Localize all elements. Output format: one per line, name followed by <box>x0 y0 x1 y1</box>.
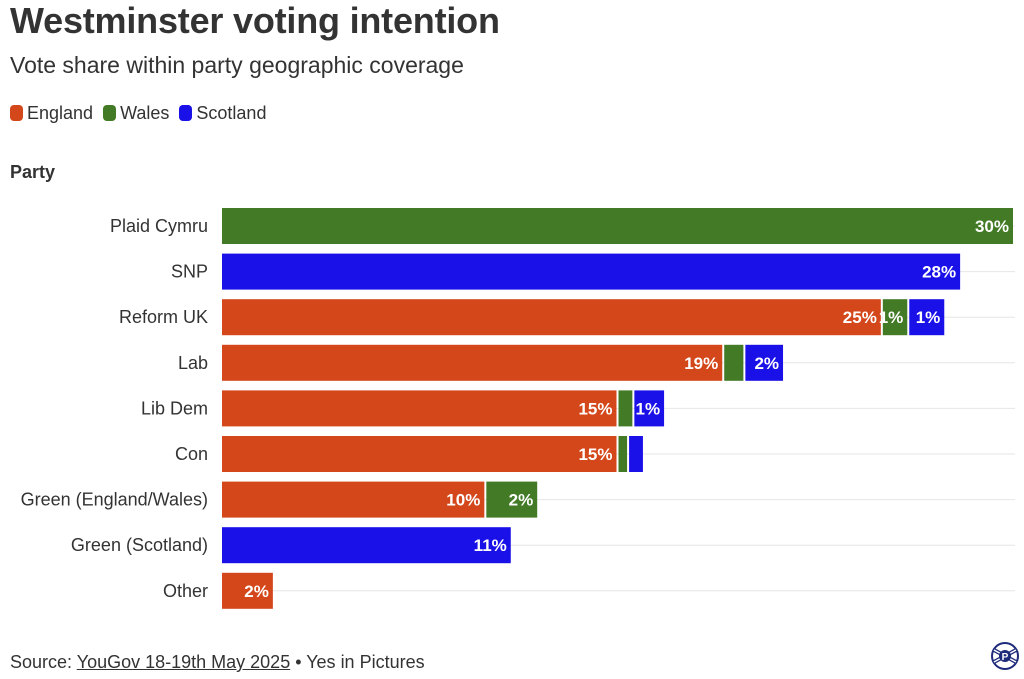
data-label-reform-uk-scotland: 1% <box>916 308 941 327</box>
data-label-reform-uk-wales: 1% <box>879 308 904 327</box>
bar-lib-dem-england[interactable] <box>222 390 617 427</box>
y-axis-title: Party <box>10 162 56 182</box>
tick-label-other: Other <box>163 581 208 601</box>
data-label-other-england: 2% <box>244 582 269 601</box>
legend-item-england[interactable]: England <box>10 103 93 124</box>
source-link[interactable]: YouGov 18-19th May 2025 <box>76 652 291 672</box>
data-label-green-scotland-scotland: 11% <box>474 536 507 555</box>
bar-green-scotland-scotland[interactable] <box>222 527 511 564</box>
data-label-lib-dem-scotland: 1% <box>636 399 661 418</box>
legend-label-wales: Wales <box>120 102 170 123</box>
tick-label-con: Con <box>175 444 208 464</box>
data-label-plaid-cymru-wales: 30% <box>975 217 1009 236</box>
bar-lab-england[interactable] <box>222 344 723 381</box>
bar-con-scotland[interactable] <box>629 436 643 472</box>
source-prefix: Source: <box>10 652 77 672</box>
legend-label-scotland: Scotland <box>196 102 267 123</box>
data-label-lab-england: 19% <box>684 354 718 373</box>
tick-label-plaid-cymru: Plaid Cymru <box>110 216 208 236</box>
legend: England Wales Scotland <box>10 102 276 124</box>
bar-green-england-wales-wales[interactable] <box>486 481 538 518</box>
legend-swatch-england <box>10 105 23 121</box>
bar-lab-wales[interactable] <box>724 344 744 381</box>
bar-reform-uk-scotland[interactable] <box>909 299 945 336</box>
tick-label-green-england-wales: Green (England/Wales) <box>21 490 208 510</box>
source-suffix: • Yes in Pictures <box>290 652 425 672</box>
legend-label-england: England <box>27 102 94 123</box>
chart-title: Westminster voting intention <box>10 0 500 41</box>
legend-item-scotland[interactable]: Scotland <box>179 103 266 124</box>
tick-label-lib-dem: Lib Dem <box>141 398 208 418</box>
legend-swatch-wales <box>103 105 117 121</box>
bar-lib-dem-wales[interactable] <box>618 390 633 427</box>
data-label-green-england-wales-england: 10% <box>446 491 480 510</box>
data-label-con-england: 15% <box>578 445 612 464</box>
bar-plaid-cymru-wales[interactable] <box>222 208 1013 244</box>
tick-label-lab: Lab <box>178 353 208 373</box>
legend-swatch-scotland <box>179 105 193 121</box>
data-label-reform-uk-england: 25% <box>843 308 877 327</box>
bar-lab-scotland[interactable] <box>745 344 784 381</box>
bar-lib-dem-scotland[interactable] <box>634 390 665 427</box>
tick-label-green-scotland: Green (Scotland) <box>71 535 208 555</box>
bar-reform-uk-wales[interactable] <box>882 299 908 336</box>
bar-reform-uk-england[interactable] <box>222 299 881 336</box>
bar-con-wales[interactable] <box>618 436 628 472</box>
data-label-snp-scotland: 28% <box>922 263 956 282</box>
bar-other-england[interactable] <box>222 572 273 609</box>
svg-text:P: P <box>1002 652 1009 663</box>
tick-label-reform-uk: Reform UK <box>119 307 208 327</box>
data-label-green-england-wales-wales: 2% <box>509 491 534 510</box>
legend-item-wales[interactable]: Wales <box>103 103 169 124</box>
source-line: Source: YouGov 18-19th May 2025 • Yes in… <box>10 652 425 673</box>
data-label-lab-scotland: 2% <box>754 354 779 373</box>
bar-con-england[interactable] <box>222 436 617 472</box>
yes-in-pictures-logo-icon: P <box>991 642 1019 670</box>
chart-subtitle: Vote share within party geographic cover… <box>10 52 464 78</box>
bar-green-england-wales-england[interactable] <box>222 481 485 518</box>
tick-label-snp: SNP <box>171 262 208 282</box>
bar-snp-scotland[interactable] <box>222 253 961 290</box>
bar-chart: Plaid Cymru 30%SNP 28%Reform UK 25% 1% 1%Lab 1… <box>21 208 1015 609</box>
data-label-lib-dem-england: 15% <box>578 399 612 418</box>
